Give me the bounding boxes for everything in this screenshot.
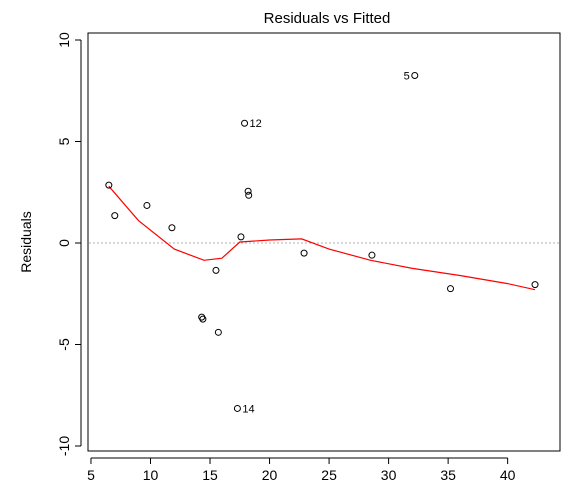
data-point — [237, 233, 245, 241]
chart-title: Residuals vs Fitted — [264, 10, 391, 27]
x-tick-label: 20 — [262, 467, 278, 483]
data-point — [244, 187, 252, 195]
y-tick-label: 0 — [56, 239, 72, 247]
data-point — [531, 281, 539, 289]
y-tick-label: 10 — [56, 32, 72, 48]
point-label: 14 — [242, 403, 254, 415]
data-point — [111, 212, 119, 220]
data-point — [368, 251, 376, 259]
data-point — [300, 249, 308, 257]
y-tick-label: -10 — [56, 436, 72, 456]
y-axis-label: Residuals — [18, 211, 34, 272]
plot-area: 5 10 15 20 25 30 35 40 -10 -5 0 5 10 14 12 5 — [56, 32, 561, 483]
data-point — [105, 181, 113, 189]
smoother-line — [108, 185, 536, 291]
data-point — [233, 404, 241, 412]
data-point — [411, 72, 419, 80]
x-tick-label: 5 — [87, 467, 95, 483]
data-point — [143, 201, 151, 209]
data-point — [212, 266, 220, 274]
data-point — [241, 119, 249, 127]
point-label: 12 — [250, 118, 262, 130]
point-label: 5 — [404, 71, 410, 83]
y-tick-label: -5 — [56, 338, 72, 351]
x-tick-label: 25 — [321, 467, 337, 483]
data-point — [199, 315, 207, 323]
data-point — [245, 191, 253, 199]
plot-frame — [87, 32, 561, 452]
x-tick-label: 40 — [500, 467, 516, 483]
x-tick-label: 15 — [202, 467, 218, 483]
data-point — [214, 328, 222, 336]
data-point — [447, 285, 455, 293]
data-point — [168, 224, 176, 232]
y-tick-label: 5 — [56, 137, 72, 145]
x-tick-label: 35 — [440, 467, 456, 483]
x-tick-label: 30 — [381, 467, 397, 483]
x-tick-label: 10 — [143, 467, 159, 483]
